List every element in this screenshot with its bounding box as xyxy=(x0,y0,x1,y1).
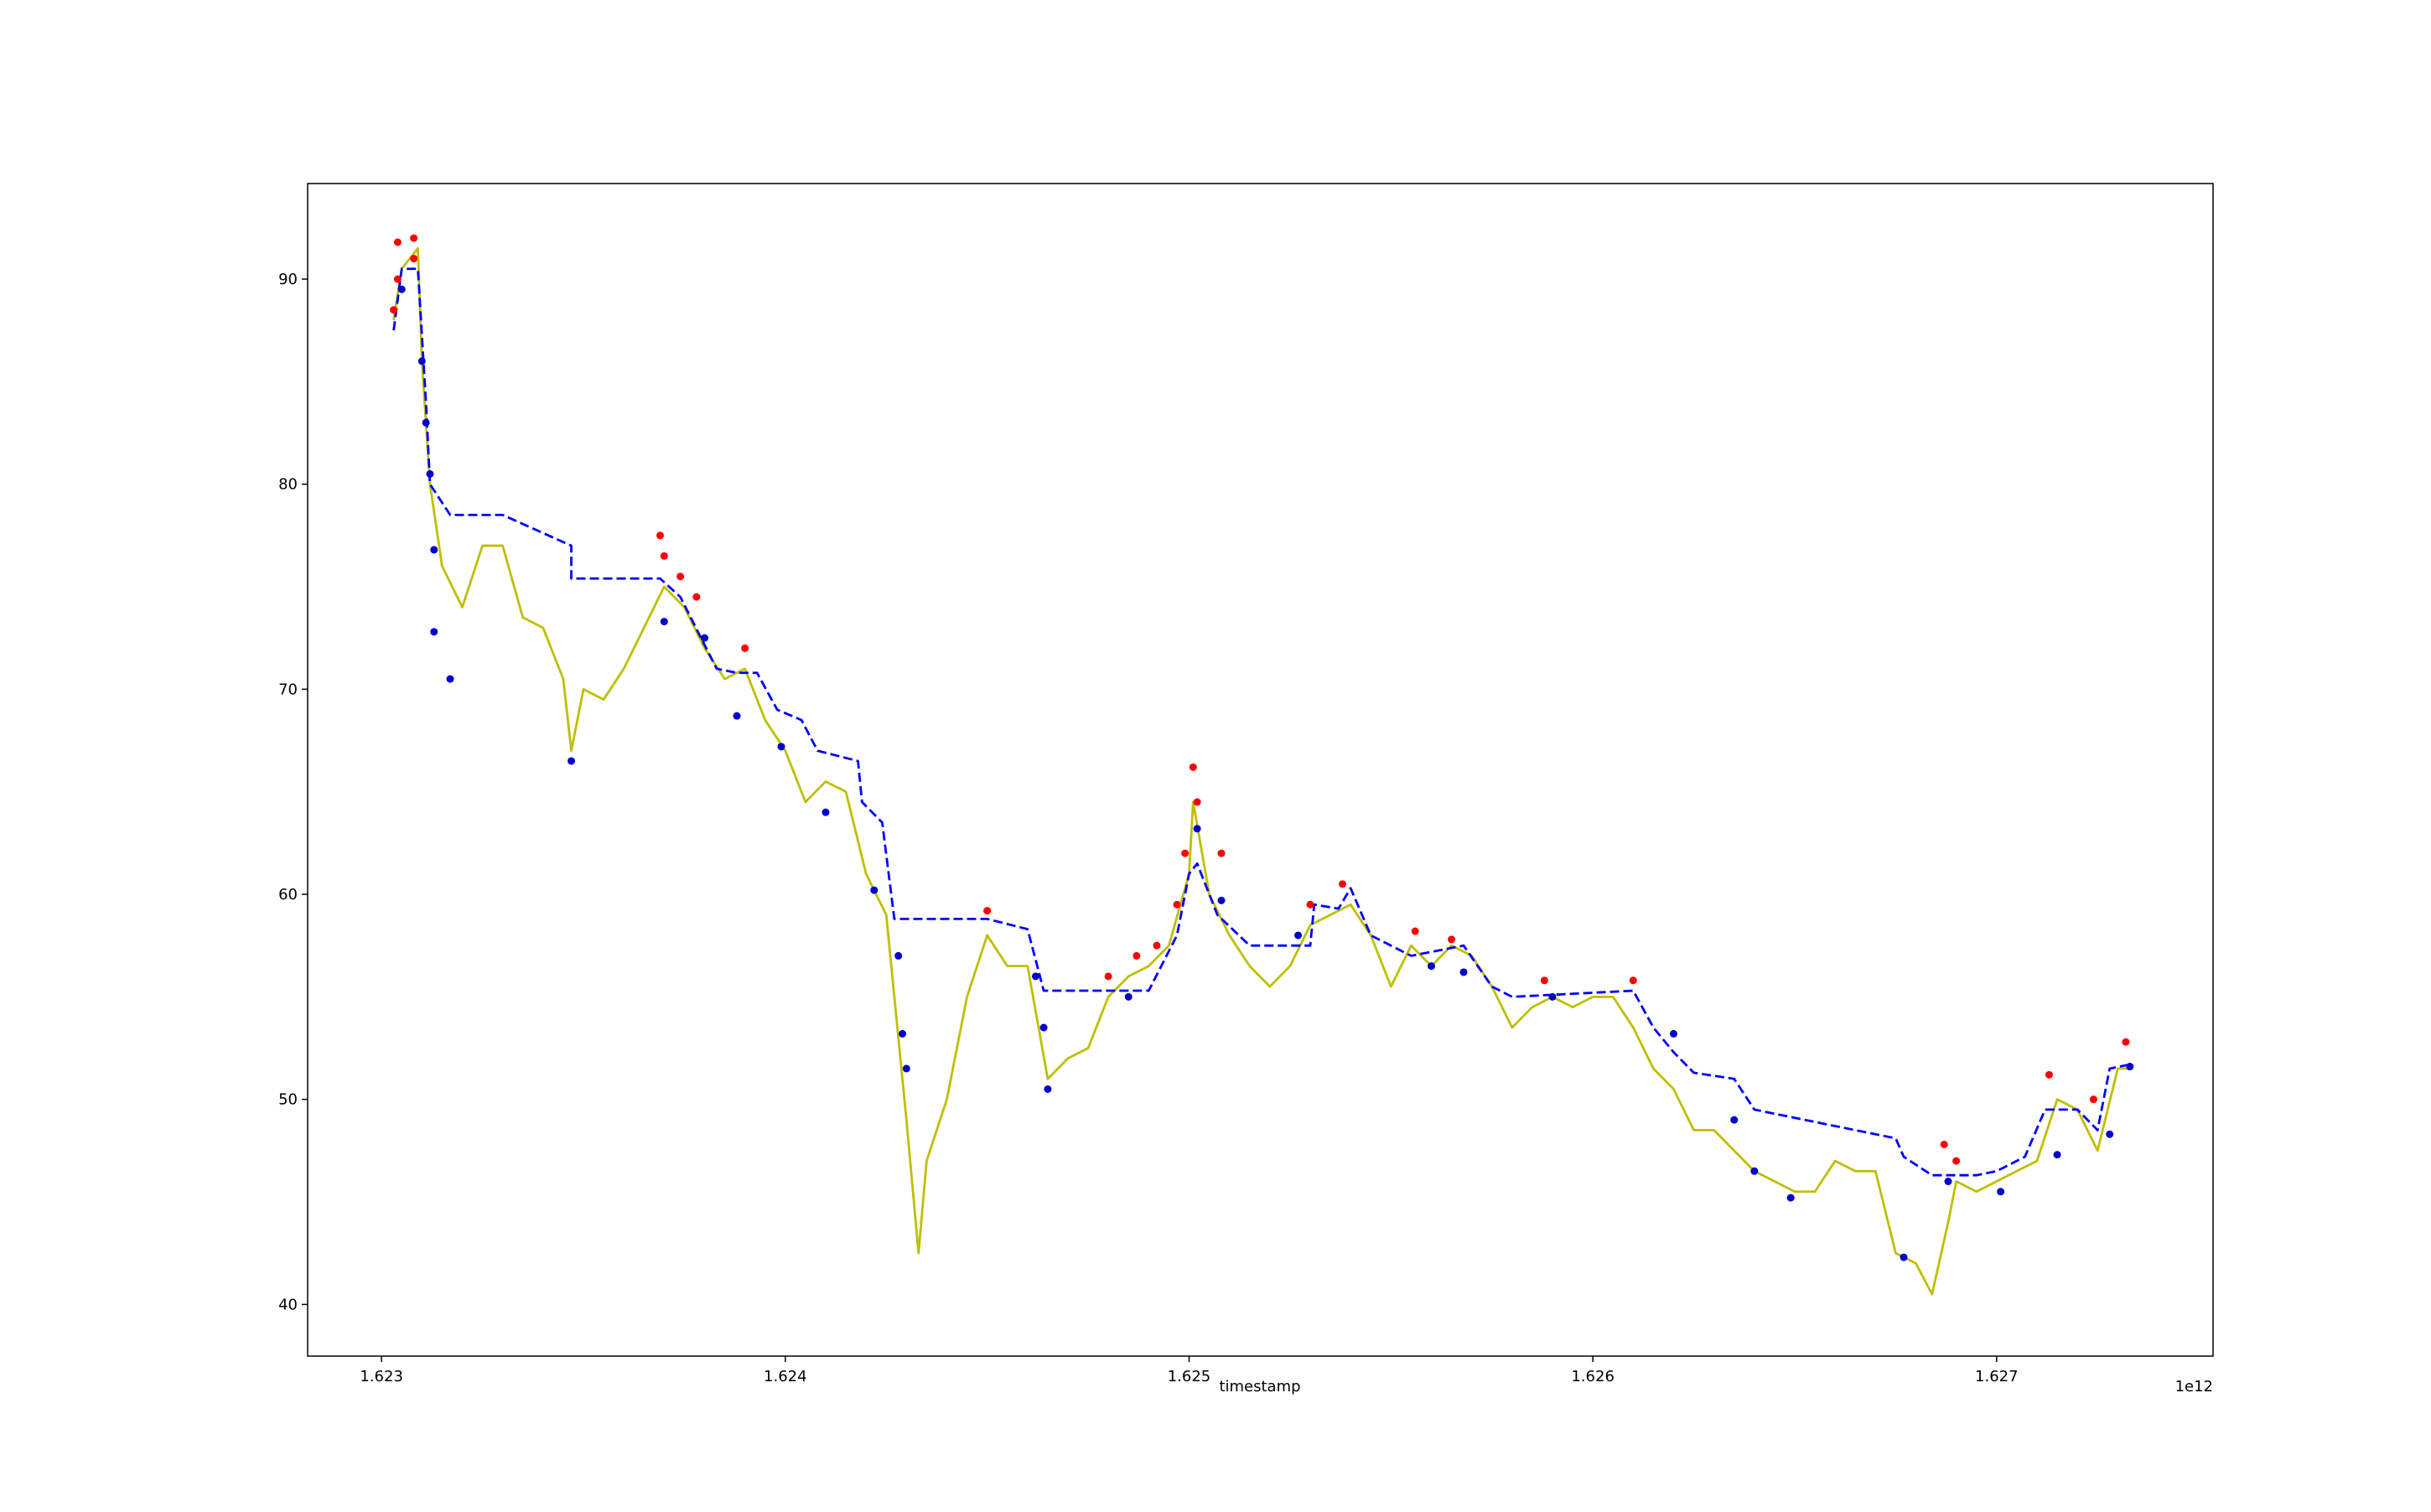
marker xyxy=(390,306,398,314)
marker xyxy=(1411,927,1419,935)
marker xyxy=(1031,972,1039,981)
marker xyxy=(1217,849,1226,857)
marker xyxy=(1104,972,1112,981)
marker xyxy=(410,234,418,242)
marker xyxy=(1730,1116,1739,1124)
marker xyxy=(660,618,668,626)
marker xyxy=(568,757,576,765)
marker xyxy=(983,907,992,915)
x-offset-label: 1e12 xyxy=(2175,1378,2213,1395)
marker xyxy=(1944,1178,1952,1186)
marker xyxy=(1669,1029,1677,1038)
marker xyxy=(902,1064,910,1073)
y-tick-label: 60 xyxy=(278,886,298,904)
y-tick-label: 80 xyxy=(278,476,298,494)
marker xyxy=(733,712,741,720)
x-tick-label: 1.624 xyxy=(764,1368,807,1385)
marker xyxy=(2126,1063,2134,1071)
marker xyxy=(777,743,785,751)
y-tick-label: 40 xyxy=(278,1296,298,1313)
marker xyxy=(1629,976,1637,985)
marker xyxy=(397,285,406,293)
marker xyxy=(422,418,430,427)
marker xyxy=(1339,880,1347,888)
marker xyxy=(1448,935,1456,944)
marker xyxy=(1039,1023,1048,1032)
marker xyxy=(2045,1070,2053,1079)
marker xyxy=(430,546,438,554)
marker xyxy=(898,1029,906,1038)
marker xyxy=(1124,992,1133,1001)
marker xyxy=(1153,941,1161,950)
marker xyxy=(417,357,426,365)
marker xyxy=(426,469,434,478)
marker xyxy=(446,675,454,683)
marker xyxy=(1294,931,1303,940)
marker xyxy=(1306,900,1314,909)
marker xyxy=(660,551,668,560)
marker xyxy=(2053,1151,2061,1159)
marker xyxy=(2122,1038,2130,1046)
marker xyxy=(1940,1141,1948,1149)
marker xyxy=(1459,968,1468,976)
marker xyxy=(2089,1095,2097,1104)
marker xyxy=(1548,992,1557,1001)
marker xyxy=(870,886,879,894)
marker xyxy=(1540,976,1548,985)
marker xyxy=(822,808,830,816)
marker xyxy=(692,593,701,601)
marker xyxy=(1750,1167,1759,1175)
y-tick-label: 70 xyxy=(278,681,298,698)
x-tick-label: 1.627 xyxy=(1975,1368,2019,1385)
y-tick-label: 50 xyxy=(278,1091,298,1109)
marker xyxy=(393,275,402,283)
marker xyxy=(1133,951,1141,960)
marker xyxy=(1173,900,1181,909)
plot-area xyxy=(390,234,2134,1296)
marker xyxy=(393,238,402,246)
marker xyxy=(1900,1253,1908,1261)
x-tick-label: 1.626 xyxy=(1571,1368,1615,1385)
marker xyxy=(410,255,418,263)
price-line xyxy=(392,246,2130,1296)
x-tick-label: 1.623 xyxy=(360,1368,403,1385)
marker xyxy=(1181,849,1190,857)
marker xyxy=(700,634,708,642)
dashed-line xyxy=(392,267,2131,1177)
marker xyxy=(676,572,685,581)
y-tick-label: 90 xyxy=(278,271,298,288)
axes-frame xyxy=(307,183,2214,1357)
marker xyxy=(741,644,749,652)
marker xyxy=(1952,1157,1961,1165)
marker xyxy=(1997,1188,2005,1196)
marker xyxy=(1189,763,1197,771)
x-axis-label: timestamp xyxy=(1219,1378,1300,1395)
marker xyxy=(656,531,664,540)
marker xyxy=(894,951,903,960)
marker xyxy=(430,628,438,636)
marker xyxy=(1217,896,1226,904)
marker xyxy=(1427,962,1435,971)
marker xyxy=(1786,1194,1795,1202)
marker xyxy=(1193,798,1201,806)
marker xyxy=(2106,1130,2114,1138)
x-tick-label: 1.625 xyxy=(1168,1368,1211,1385)
marker xyxy=(1193,825,1201,833)
marker xyxy=(1044,1085,1052,1093)
